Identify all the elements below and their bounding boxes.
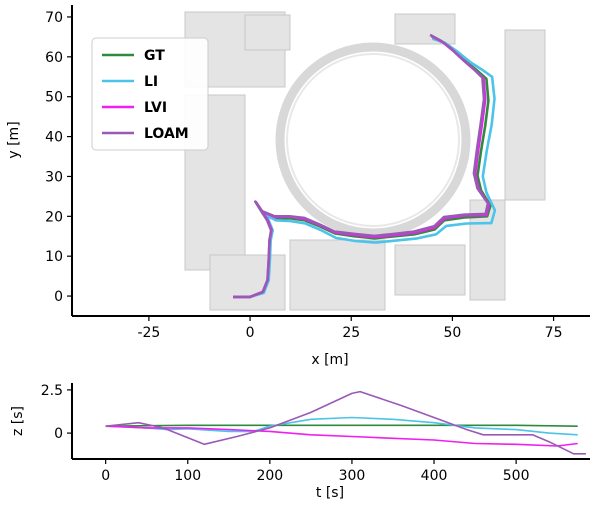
series-line: [105, 390, 586, 455]
y-tick-label: 30: [45, 169, 63, 185]
legend-label: GT: [144, 48, 165, 64]
y-tick-label: 60: [45, 50, 63, 66]
y-tick-label: 0: [54, 426, 63, 442]
y-tick-label: 0: [54, 289, 63, 305]
x-tick-label: 50: [443, 325, 461, 341]
plot-area: [105, 390, 586, 455]
y-tick-label: 20: [45, 209, 63, 225]
y-tick-label: 70: [45, 10, 63, 26]
y-tick-label: 10: [45, 249, 63, 265]
series-line: [105, 424, 578, 427]
x-tick-label: 0: [101, 468, 110, 484]
x-tick-label: 75: [545, 325, 563, 341]
x-tick-label: 200: [256, 468, 283, 484]
y-tick-label: 2.5: [41, 383, 63, 399]
x-tick-label: 25: [342, 325, 360, 341]
x-axis-label: x [m]: [311, 352, 348, 368]
y-axis-label: y [m]: [6, 121, 22, 158]
series-line: [105, 416, 578, 436]
x-tick-label: 400: [421, 468, 448, 484]
legend-label: LOAM: [144, 126, 189, 142]
plot-area: [233, 33, 497, 299]
legend-label: LVI: [144, 100, 167, 116]
x-tick-label: -25: [137, 325, 160, 341]
x-tick-label: 100: [174, 468, 201, 484]
y-tick-label: 50: [45, 90, 63, 106]
legend-label: LI: [144, 74, 158, 90]
y-tick-label: 40: [45, 130, 63, 146]
series-line: [105, 425, 578, 447]
x-tick-label: 0: [246, 325, 255, 341]
series-line: [233, 33, 490, 299]
y-axis-label: z [s]: [10, 406, 26, 436]
legend-box: [91, 37, 209, 151]
legend: GT LI LVI LOAM: [91, 37, 209, 151]
x-tick-label: 300: [339, 468, 366, 484]
x-axis-label: t [s]: [316, 485, 344, 501]
map-background: [184, 11, 546, 311]
x-tick-label: 500: [503, 468, 530, 484]
